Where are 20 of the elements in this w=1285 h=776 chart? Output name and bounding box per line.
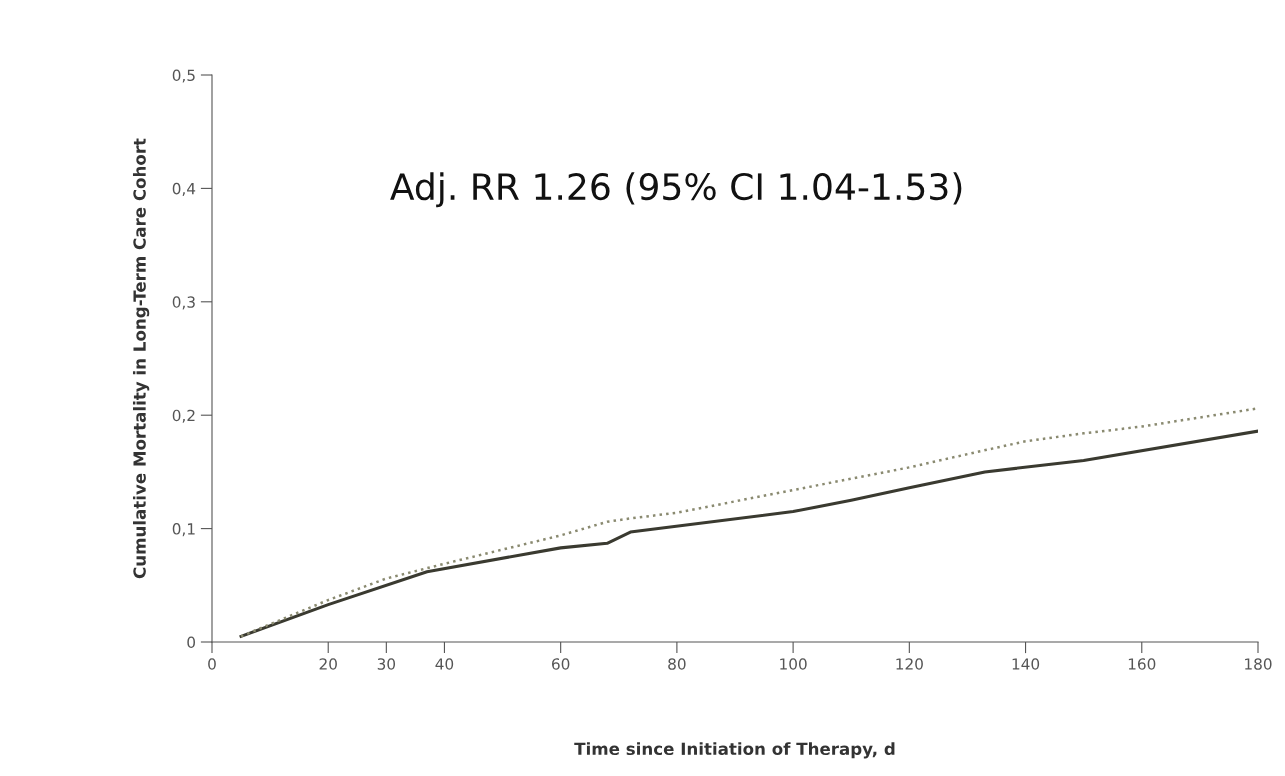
y-tick-label: 0,1 xyxy=(172,523,195,537)
x-tick-label: 120 xyxy=(896,658,923,670)
x-tick-label: 30 xyxy=(377,658,396,670)
x-axis-title: Time since Initiation of Therapy, d xyxy=(574,742,895,759)
x-tick-label: 60 xyxy=(552,658,570,670)
y-tick-label: 0 xyxy=(187,636,196,649)
x-tick-label: 40 xyxy=(435,658,454,670)
y-tick-label: 0,4 xyxy=(172,182,196,196)
y-tick-label: 0,2 xyxy=(172,409,195,423)
x-tick-label: 100 xyxy=(780,658,807,670)
annotation: Adj. RR 1.26 (95% CI 1.04-1.53) xyxy=(390,172,962,208)
y-tick-label: 0,3 xyxy=(172,296,195,310)
x-tick-label: 0 xyxy=(208,658,216,670)
x-tick-label: 20 xyxy=(319,658,337,670)
x-tick-label: 140 xyxy=(1012,658,1040,670)
x-tick-label: 160 xyxy=(1128,658,1156,670)
y-axis-title: Cumulative Mortality in Long-Term Care Cohort xyxy=(132,138,150,579)
x-tick-label: 180 xyxy=(1245,658,1272,670)
y-tick-label: 0,5 xyxy=(172,69,195,83)
x-tick-label: 80 xyxy=(668,658,686,670)
